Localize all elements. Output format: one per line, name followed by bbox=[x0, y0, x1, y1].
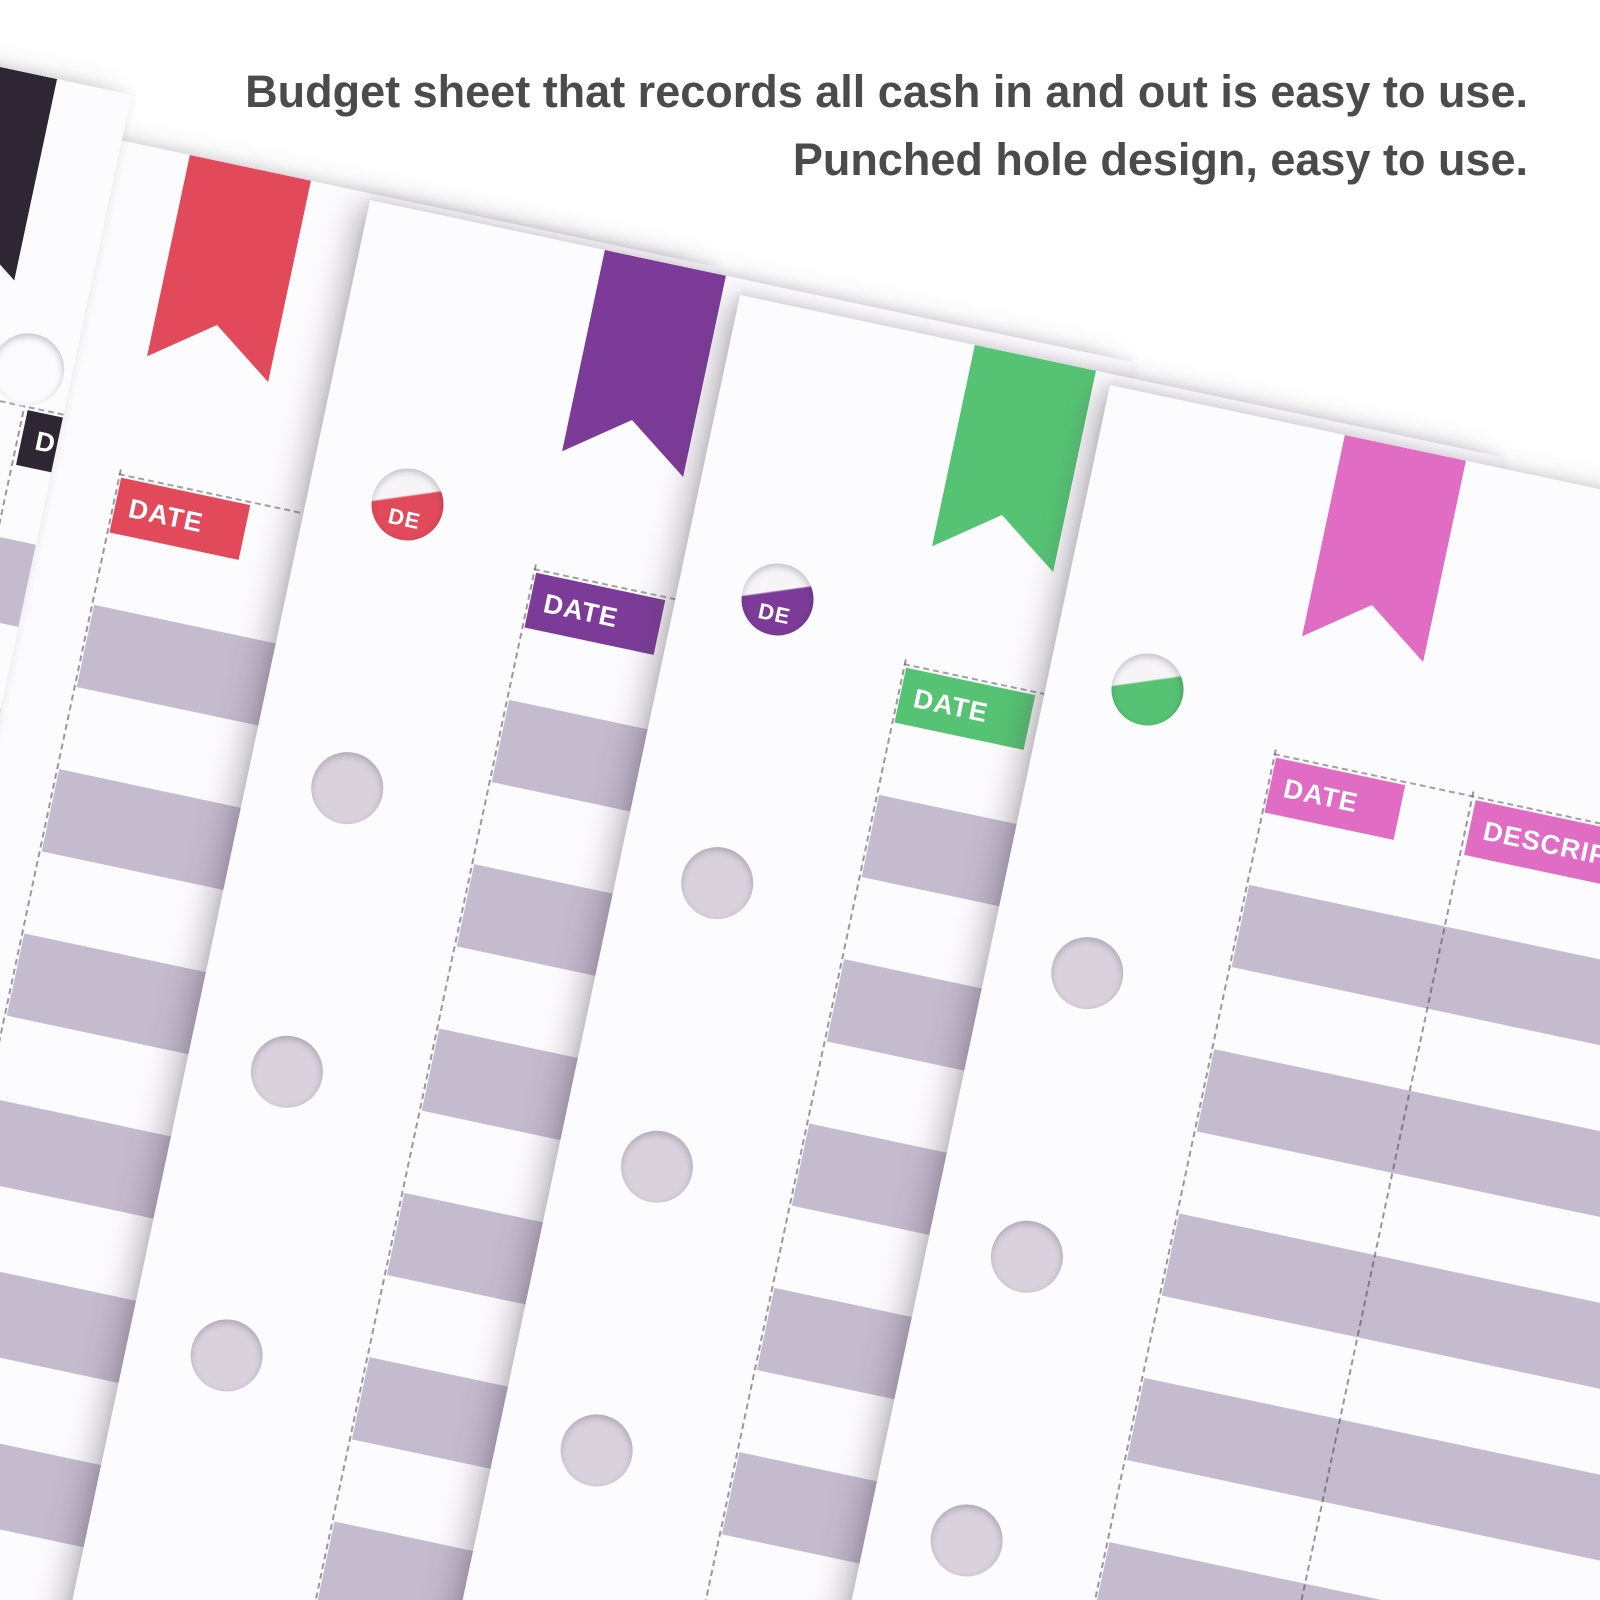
caption: Budget sheet that records all cash in an… bbox=[245, 58, 1528, 193]
hole-reveal-text bbox=[1140, 715, 1142, 725]
punch-hole bbox=[0, 326, 71, 413]
punch-hole bbox=[183, 1312, 270, 1399]
bookmark-ribbon-icon bbox=[0, 53, 57, 280]
punch-hole bbox=[553, 1407, 640, 1494]
punch-hole bbox=[674, 840, 760, 926]
punch-hole bbox=[244, 1029, 330, 1115]
punch-hole bbox=[984, 1214, 1070, 1300]
punch-hole bbox=[123, 1596, 210, 1600]
bookmark-ribbon-icon bbox=[562, 250, 726, 477]
bookmark-ribbon-icon bbox=[932, 345, 1096, 572]
punch-hole bbox=[1104, 646, 1191, 733]
hole-reveal-text: DE bbox=[385, 503, 424, 535]
caption-line-2: Punched hole design, easy to use. bbox=[792, 133, 1528, 185]
punch-hole bbox=[614, 1124, 700, 1210]
caption-line-1: Budget sheet that records all cash in an… bbox=[245, 66, 1528, 117]
punch-hole: DE bbox=[364, 461, 451, 548]
hole-reveal-text: DE bbox=[755, 598, 794, 630]
punch-hole: DE bbox=[734, 556, 821, 643]
punch-hole bbox=[1044, 930, 1130, 1016]
punch-hole bbox=[304, 745, 390, 831]
punch-hole bbox=[923, 1497, 1010, 1584]
bookmark-ribbon-icon bbox=[1302, 435, 1466, 662]
